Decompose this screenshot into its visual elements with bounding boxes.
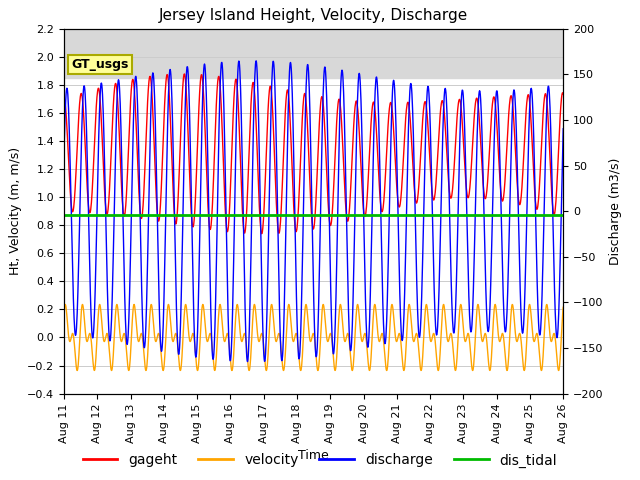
Bar bbox=[64, 29, 563, 78]
X-axis label: Time: Time bbox=[298, 448, 329, 461]
Y-axis label: Ht, Velocity (m, m/s): Ht, Velocity (m, m/s) bbox=[8, 147, 22, 275]
Y-axis label: Discharge (m3/s): Discharge (m3/s) bbox=[609, 157, 622, 265]
Text: GT_usgs: GT_usgs bbox=[72, 58, 129, 71]
Legend: gageht, velocity, discharge, dis_tidal: gageht, velocity, discharge, dis_tidal bbox=[77, 448, 563, 473]
Title: Jersey Island Height, Velocity, Discharge: Jersey Island Height, Velocity, Discharg… bbox=[159, 9, 468, 24]
